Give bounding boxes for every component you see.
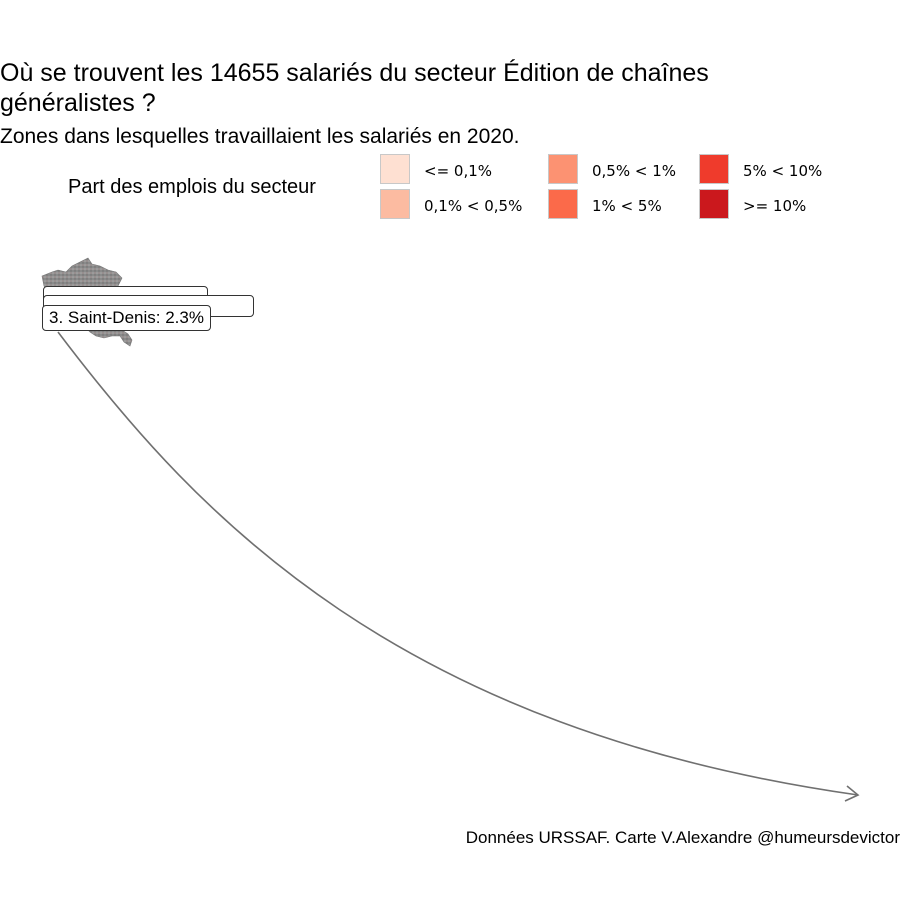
legend-swatch-4 [548,189,578,219]
annotation-arrow [57,331,859,796]
legend-label-4: 1% < 5% [592,197,662,215]
legend-title: Part des emplois du secteur [68,176,316,198]
legend-label-6: >= 10% [743,197,807,215]
legend-swatch-2 [380,189,410,219]
chart-subtitle: Zones dans lesquelles travaillaient les … [0,125,520,148]
legend-swatch-6 [699,189,729,219]
legend-label-3: 0,5% < 1% [592,162,677,180]
legend-swatch-1 [380,154,410,184]
legend-label-5: 5% < 10% [743,162,823,180]
chart-caption: Données URSSAF. Carte V.Alexandre @humeu… [465,828,900,847]
legend-swatch-5 [699,154,729,184]
arrow-head [844,785,860,802]
legend-label-2: 0,1% < 0,5% [424,197,523,215]
legend-swatch-3 [548,154,578,184]
chart-title: Où se trouvent les 14655 salariés du sec… [0,59,709,117]
legend-label-1: <= 0,1% [424,162,493,180]
map-label-saint-denis: 3. Saint-Denis: 2.3% [42,305,211,331]
